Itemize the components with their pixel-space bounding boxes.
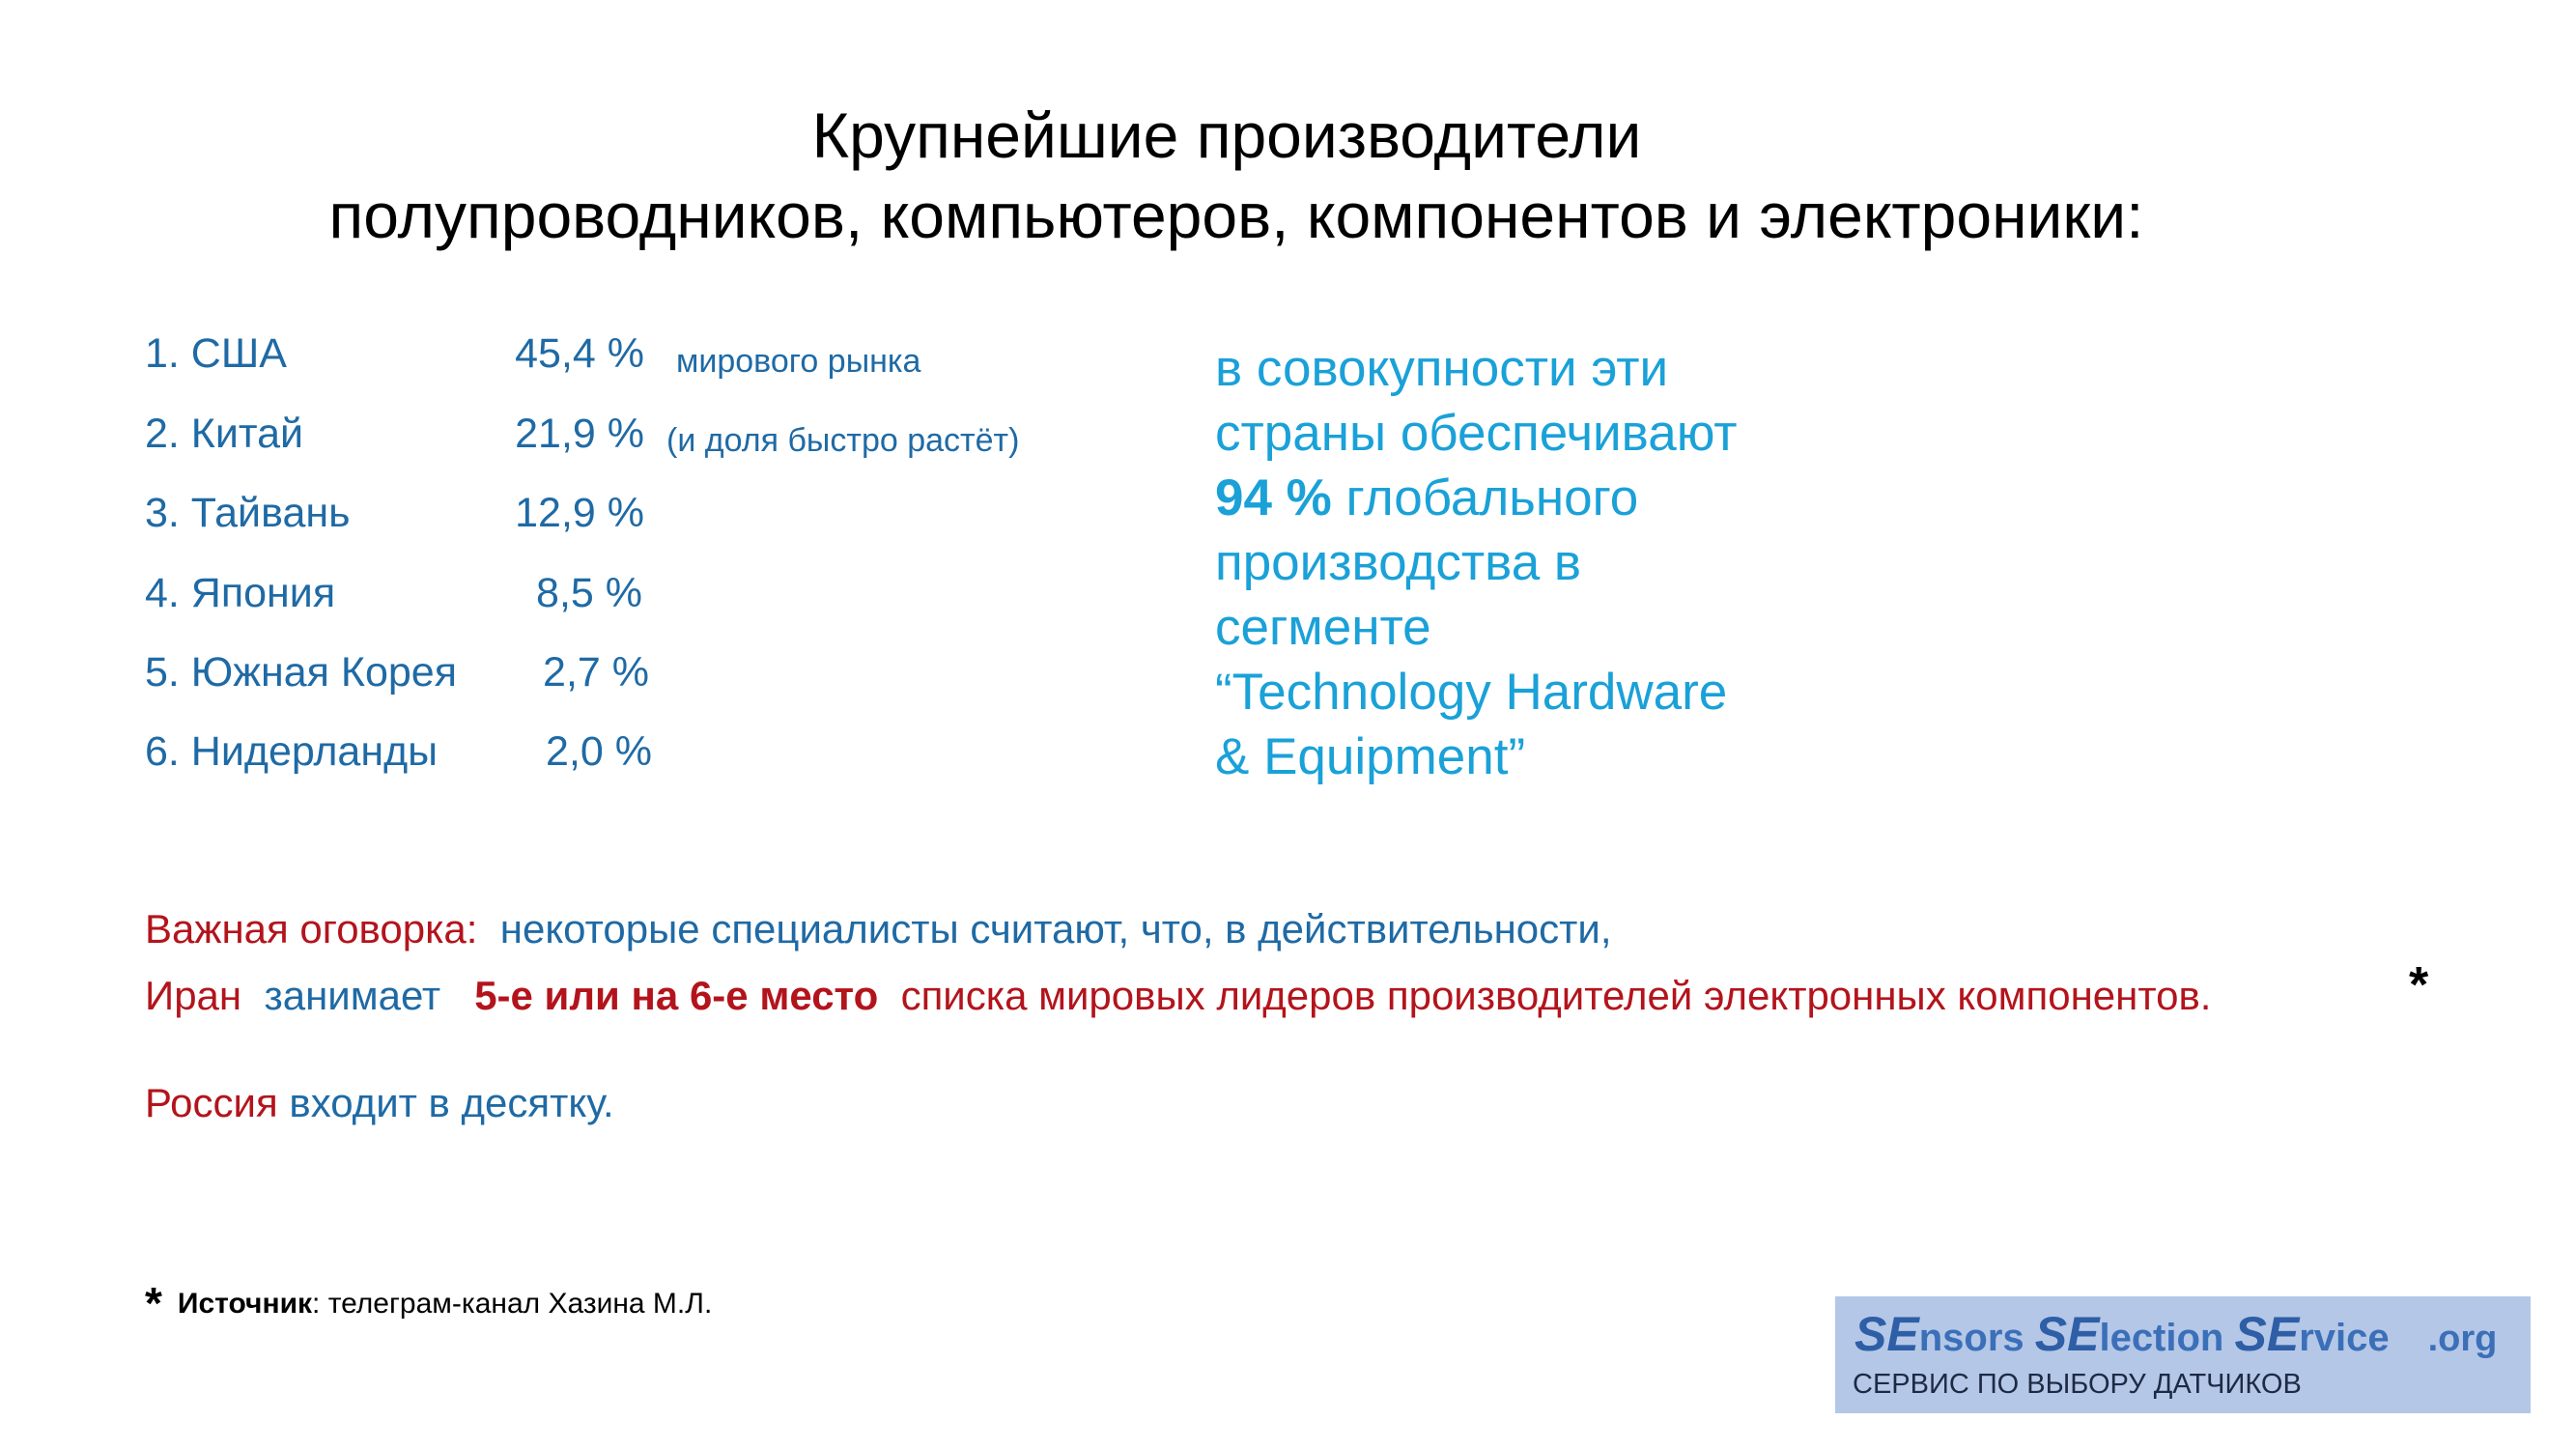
page-title-line2: полупроводников, компьютеров, компоненто… [328, 180, 2144, 251]
russia-line: Россия входит в десятку. [145, 1080, 614, 1125]
summary-line: в совокупности эти [1215, 340, 1669, 397]
ranking-item-label: 4. Япония [145, 570, 336, 616]
ranking-item-value: 12,9 % [515, 490, 644, 536]
ranking-item-label: 3. Тайвань [145, 490, 351, 536]
ranking-item-value: 21,9 % [515, 411, 644, 457]
summary-line: & Equipment” [1215, 728, 1526, 785]
ranking-item-value: 2,0 % [546, 728, 652, 775]
footnote-marker: * [2409, 957, 2429, 1013]
summary-line: производства в [1215, 534, 1582, 591]
summary-line: 94 % глобального [1215, 469, 1639, 526]
caveat-place: 5-е или на 6-е место [474, 973, 879, 1018]
ranking-item-label: 1. США [145, 330, 287, 377]
caveat-label: Важная оговорка: [145, 906, 478, 952]
caveat-line1: Важная оговорка: некоторые специалисты с… [145, 906, 1612, 952]
ranking-item-label: 6. Нидерланды [145, 728, 439, 775]
summary-line: “Technology Hardware [1215, 664, 1728, 721]
page-title-line1: Крупнейшие производители [811, 99, 1642, 171]
ranking-item-label: 5. Южная Корея [145, 649, 457, 696]
ranking-item-label: 2. Китай [145, 411, 304, 457]
brand-name: SEnsors SElection SErvice .org [1854, 1307, 2498, 1361]
source-footnote: * Источник: телеграм-канал Хазина М.Л. [145, 1278, 713, 1328]
summary-percent: 94 % [1215, 469, 1332, 526]
brand-subtitle: СЕРВИС ПО ВЫБОРУ ДАТЧИКОВ [1853, 1369, 2302, 1400]
caveat-line2: Иран занимает 5-е или на 6-е место списк… [145, 973, 2212, 1018]
ranking-item-note: (и доля быстро растёт) [666, 422, 1020, 459]
summary-callout: в совокупности эти страны обеспечивают 9… [1215, 336, 1891, 789]
source-label: Источник [177, 1288, 313, 1320]
brand-logo[interactable]: SEnsors SElection SErvice .org СЕРВИС ПО … [1835, 1296, 2531, 1413]
summary-line: страны обеспечивают [1215, 405, 1738, 462]
summary-line: сегменте [1215, 599, 1431, 656]
ranking-item-value: 8,5 % [536, 570, 642, 616]
ranking-item-note: мирового рынка [676, 343, 921, 380]
ranking-item-value: 2,7 % [543, 649, 649, 696]
ranking-item-value: 45,4 % [515, 330, 644, 377]
